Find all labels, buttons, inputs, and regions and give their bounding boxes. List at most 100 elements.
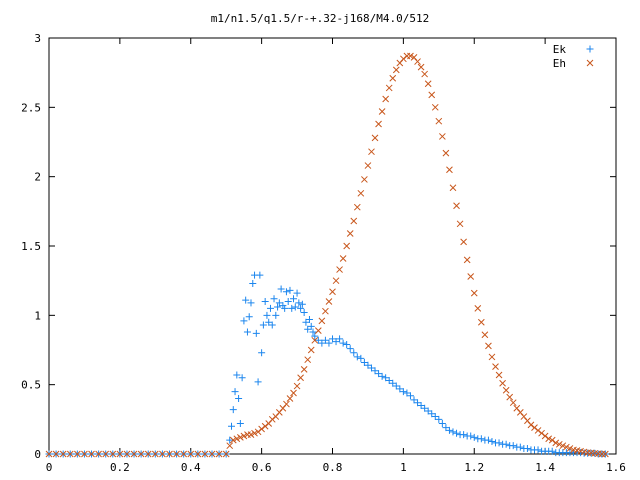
eh-point [322, 307, 329, 315]
eh-point [311, 336, 319, 344]
ek-point [300, 309, 308, 317]
eh-point [346, 230, 354, 237]
eh-point [481, 331, 489, 339]
ek-point [295, 299, 303, 307]
eh-point [130, 450, 138, 458]
ek-point [360, 358, 368, 366]
legend: Ek Eh [553, 43, 594, 70]
x-tick-label: 1.6 [606, 461, 626, 474]
eh-point [88, 450, 95, 458]
eh-point [541, 432, 549, 440]
ek-point [236, 419, 244, 427]
x-tick-label: 0 [46, 461, 53, 474]
ek-point [399, 388, 407, 396]
ek-point [282, 288, 290, 296]
ek-point [290, 295, 298, 303]
ek-point [266, 304, 274, 312]
ek-point [548, 447, 556, 455]
ek-point [281, 304, 289, 312]
eh-point [144, 450, 152, 458]
y-tick-label: 3 [34, 32, 41, 45]
ek-point [240, 317, 248, 325]
ek-point [277, 285, 285, 293]
x-tick-label: 0.6 [252, 461, 272, 474]
ek-point [293, 289, 301, 297]
eh-point [534, 427, 542, 434]
eh-point [417, 63, 425, 71]
eh-point [371, 134, 379, 142]
eh-point [307, 346, 315, 354]
eh-point [552, 439, 560, 447]
eh-point [226, 442, 234, 450]
ek-point [484, 436, 492, 444]
ek-point [268, 321, 276, 329]
ek-point [314, 336, 322, 344]
eh-point [215, 450, 223, 458]
ek-point [371, 367, 379, 375]
eh-point [229, 436, 237, 444]
eh-point [407, 52, 414, 60]
eh-point [293, 382, 301, 390]
eh-point [531, 424, 538, 432]
eh-point [268, 415, 276, 423]
ek-point [247, 299, 255, 307]
ek-point [385, 377, 393, 385]
eh-point [559, 442, 567, 450]
eh-point [357, 189, 365, 197]
eh-point [318, 317, 326, 325]
eh-point [506, 393, 514, 401]
eh-point [304, 356, 312, 364]
ek-point [284, 297, 292, 305]
legend-label-ek: Ek [553, 43, 567, 56]
ek-point [231, 388, 239, 396]
eh-point [350, 217, 358, 225]
eh-point [460, 238, 467, 246]
x-tick-label: 0.4 [181, 461, 201, 474]
eh-point [81, 450, 88, 458]
eh-point [166, 450, 173, 458]
x-tick-label: 1 [400, 461, 407, 474]
eh-point [439, 133, 446, 140]
ek-point [364, 361, 372, 369]
ek-point [396, 385, 404, 393]
ek-point [302, 318, 310, 326]
eh-point [300, 366, 308, 373]
ek-point [298, 300, 306, 308]
eh-point [233, 435, 241, 443]
eh-point [442, 149, 450, 157]
ek-point [392, 382, 400, 390]
eh-point [286, 395, 294, 402]
y-tick-label: 2 [34, 171, 41, 184]
eh-point [548, 436, 556, 444]
ek-point [453, 429, 461, 437]
eh-point [428, 91, 436, 99]
ek-point [252, 329, 260, 337]
eh-point [470, 289, 478, 297]
series-eh-marks [45, 52, 609, 458]
ek-point [238, 374, 246, 382]
ek-point [467, 432, 475, 440]
eh-point [52, 450, 60, 458]
eh-point [283, 400, 290, 408]
eh-point [151, 450, 159, 458]
eh-point [375, 120, 382, 128]
eh-point [180, 450, 188, 458]
eh-point [159, 450, 166, 458]
legend-marker-eh [586, 59, 594, 67]
eh-point [566, 445, 574, 452]
eh-point [421, 70, 428, 78]
ek-point [502, 440, 510, 448]
eh-point [201, 450, 209, 458]
eh-point [477, 318, 485, 326]
eh-point [343, 242, 351, 250]
plot-area-frame [48, 37, 617, 455]
ek-point [258, 349, 266, 357]
ek-point [378, 372, 386, 380]
ek-point [442, 424, 450, 432]
eh-point [364, 162, 372, 169]
ek-point [233, 371, 241, 379]
eh-point [453, 202, 460, 210]
eh-point [392, 66, 400, 74]
eh-point [389, 74, 397, 82]
ek-point [382, 374, 390, 382]
